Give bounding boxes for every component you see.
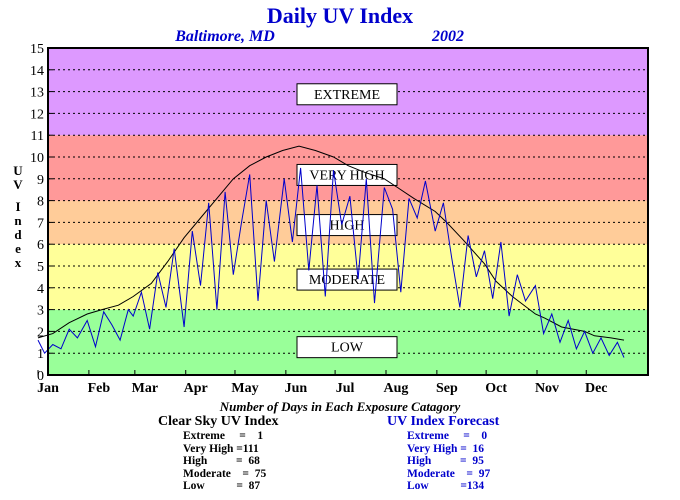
y-axis-label-char: n (14, 213, 22, 228)
y-tick-label: 8 (37, 195, 44, 210)
y-tick-label: 4 (37, 282, 44, 297)
y-tick-label: 14 (30, 64, 44, 79)
y-tick-label: 10 (30, 151, 44, 166)
x-tick-label: Jan (37, 381, 59, 396)
x-tick-label: Aug (384, 381, 409, 396)
y-tick-label: 7 (37, 216, 44, 231)
chart-subtitle-location: Baltimore, MD (174, 28, 275, 45)
plot-frame (47, 47, 649, 376)
y-tick-label: 6 (37, 238, 44, 253)
y-axis-label-char: x (15, 255, 22, 270)
y-tick-label: 3 (37, 304, 44, 319)
x-tick-label: Oct (485, 381, 507, 396)
y-tick-label: 13 (30, 86, 44, 101)
clear-sky-header: Clear Sky UV Index (158, 414, 279, 429)
y-tick-label: 9 (37, 173, 44, 188)
y-axis-label-char: e (15, 241, 21, 256)
clear-sky-series-line (37, 145, 625, 341)
band-label-text: MODERATE (309, 273, 385, 288)
forecast-row: Very High = 16 (407, 442, 485, 455)
y-tick-label: 11 (31, 129, 44, 144)
band-label-box (296, 336, 398, 359)
x-tick-label: Feb (88, 381, 111, 396)
x-tick-label: Jun (285, 381, 308, 396)
y-tick-label: 2 (37, 325, 44, 340)
x-tick-label: Sep (436, 381, 458, 396)
band-label-text: EXTREME (314, 88, 380, 103)
y-axis-label-char: d (14, 227, 22, 242)
y-axis-label-char: I (15, 199, 20, 214)
stats-caption: Number of Days in Each Exposure Catagory (219, 399, 461, 414)
forecast-row: High = 95 (407, 455, 484, 467)
clear-sky-row: Moderate = 75 (183, 467, 267, 480)
y-axis-label-char: U (13, 163, 23, 178)
x-axis-ticks: Jan Feb Mar Apr May Jun Jul Aug Sep Oct Nov Dec (37, 370, 608, 396)
grid-lines (48, 69, 648, 354)
forecast-stats: UV Index Forecast Extreme = 0 Very High … (387, 414, 499, 493)
band-label-box (296, 268, 398, 291)
band-label-box (296, 83, 398, 106)
chart-subtitle-year: 2002 (431, 28, 464, 45)
band-label-text: VERY HIGH (309, 168, 384, 183)
y-axis-label-char: V (13, 177, 23, 192)
y-tick-label: 5 (37, 260, 44, 275)
band-label-text: LOW (331, 341, 364, 356)
forecast-series-line (37, 167, 625, 358)
forecast-row: Moderate = 97 (407, 467, 491, 480)
clear-sky-row: Very High =111 (183, 442, 259, 455)
x-tick-label: Jul (336, 381, 355, 396)
clear-sky-row: Low = 87 (183, 480, 261, 492)
y-tick-label: 0 (37, 369, 44, 384)
x-tick-label: Apr (184, 381, 208, 396)
series-layer (37, 145, 625, 358)
forecast-row: Low =134 (407, 480, 485, 492)
y-tick-label: 12 (30, 107, 44, 122)
band-label-box (296, 214, 398, 237)
x-tick-label: Dec (585, 381, 608, 396)
forecast-row: Extreme = 0 (407, 430, 488, 442)
x-tick-label: Nov (535, 381, 559, 396)
x-tick-label: May (231, 381, 258, 396)
clear-sky-row: High = 68 (183, 455, 260, 467)
band-label-text: HIGH (330, 219, 365, 234)
clear-sky-row: Extreme = 1 (183, 430, 264, 442)
y-tick-label: 15 (30, 42, 44, 57)
y-tick-label: 1 (37, 347, 44, 362)
x-tick-label: Mar (132, 381, 158, 396)
forecast-header: UV Index Forecast (387, 414, 500, 429)
chart-title: Daily UV Index (267, 3, 413, 28)
clear-sky-stats: Clear Sky UV Index Extreme = 1 Very High… (158, 414, 278, 493)
